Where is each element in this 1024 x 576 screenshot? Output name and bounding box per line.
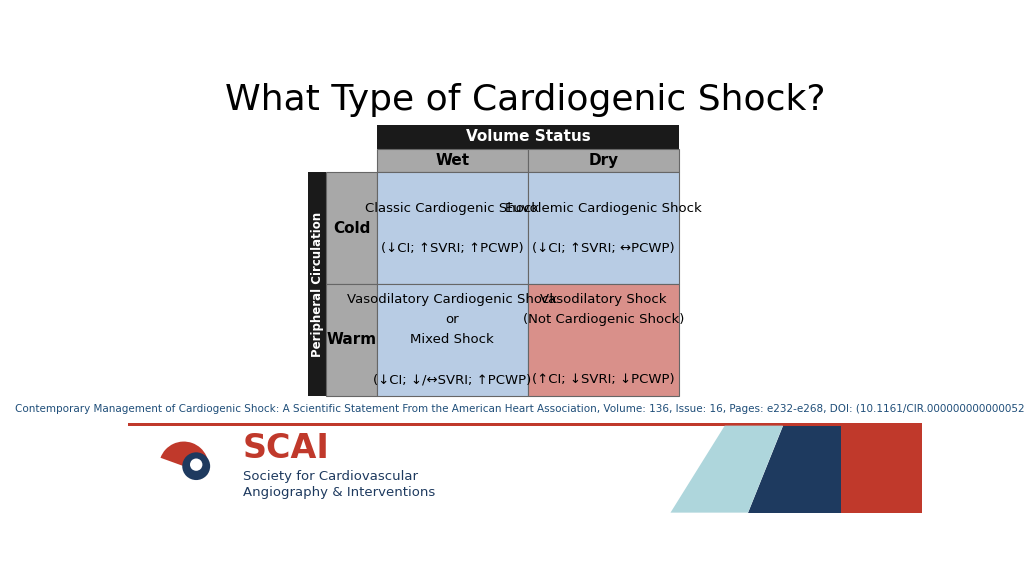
FancyBboxPatch shape [308,172,327,396]
FancyBboxPatch shape [377,172,528,284]
Text: Euvolemic Cardiogenic Shock

(↓CI; ↑SVRI; ↔PCWP): Euvolemic Cardiogenic Shock (↓CI; ↑SVRI;… [505,202,701,255]
Text: SCAI: SCAI [243,432,330,465]
Polygon shape [748,426,841,513]
FancyBboxPatch shape [128,423,922,513]
FancyBboxPatch shape [841,426,922,513]
Text: Classic Cardiogenic Shock

(↓CI; ↑SVRI; ↑PCWP): Classic Cardiogenic Shock (↓CI; ↑SVRI; ↑… [366,202,540,255]
FancyBboxPatch shape [377,124,679,149]
Text: Dry: Dry [589,153,618,168]
Text: Peripheral Circulation: Peripheral Circulation [310,211,324,357]
Text: Volume Status: Volume Status [466,130,590,145]
Text: Cold: Cold [333,221,371,236]
Circle shape [182,452,210,480]
FancyBboxPatch shape [128,423,922,426]
Text: Angiography & Interventions: Angiography & Interventions [243,487,435,499]
FancyBboxPatch shape [528,284,679,396]
Text: Vasodilatory Cardiogenic Shock
or
Mixed Shock

(↓CI; ↓/↔SVRI; ↑PCWP): Vasodilatory Cardiogenic Shock or Mixed … [347,293,557,386]
FancyBboxPatch shape [377,149,528,172]
FancyBboxPatch shape [528,172,679,284]
FancyBboxPatch shape [327,172,377,284]
Circle shape [190,458,203,471]
Text: Warm: Warm [327,332,377,347]
Text: Vasodilatory Shock
(Not Cardiogenic Shock)


(↑CI; ↓SVRI; ↓PCWP): Vasodilatory Shock (Not Cardiogenic Shoc… [523,293,684,386]
FancyBboxPatch shape [528,149,679,172]
Polygon shape [671,426,783,513]
FancyBboxPatch shape [377,284,528,396]
Text: Contemporary Management of Cardiogenic Shock: A Scientific Statement From the Am: Contemporary Management of Cardiogenic S… [14,404,1024,415]
FancyBboxPatch shape [327,284,377,396]
Text: Society for Cardiovascular: Society for Cardiovascular [243,471,418,483]
Wedge shape [161,442,209,475]
Text: What Type of Cardiogenic Shock?: What Type of Cardiogenic Shock? [224,83,825,117]
Text: Wet: Wet [435,153,469,168]
